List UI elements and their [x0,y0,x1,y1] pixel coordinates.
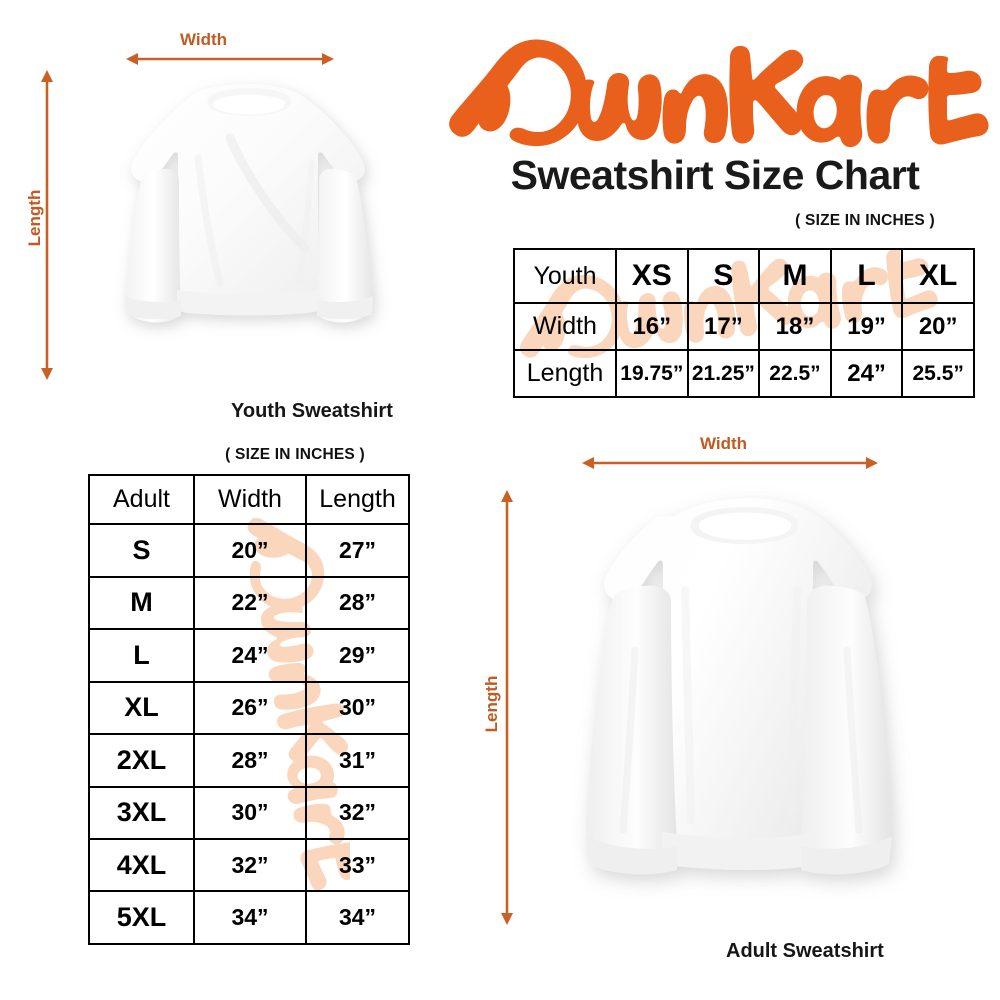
adult-width-cell: 20” [193,523,307,578]
adult-size-cell: 2XL [88,733,195,788]
adult-size-cell: M [88,575,195,631]
youth-sweatshirt-caption: Youth Sweatshirt [231,400,393,422]
adult-sweatshirt-caption: Adult Sweatshirt [726,940,884,962]
adult-length-cell: 30” [305,680,410,736]
adult-length-cell: 32” [305,785,410,841]
youth-units-note: ( SIZE IN INCHES ) [795,212,935,229]
youth-length-cell: 21.25” [686,349,761,398]
youth-size-cell: XL [901,247,975,305]
adult-width-cell: 34” [193,890,307,945]
table-row: 3XL 30” 32” [88,785,410,841]
page-title: Sweatshirt Size Chart [510,152,920,198]
table-row: Adult Width Length [88,473,410,526]
youth-width-arrow-icon [126,52,334,66]
adult-length-cell: 31” [305,733,410,788]
adult-column-header: Width [193,473,307,526]
adult-width-cell: 26” [193,680,307,736]
adult-length-cell: 27” [305,523,410,578]
adult-width-cell: 24” [193,628,307,683]
table-row: Width 16” 17” 18” 19” 20” [513,302,975,352]
adult-size-cell: XL [88,680,195,736]
youth-size-cell: M [758,247,832,305]
youth-width-cell: 17” [686,302,761,352]
youth-length-cell: 22.5” [758,349,832,398]
youth-size-cell: L [829,247,904,305]
youth-length-cell: 19.75” [615,349,689,398]
adult-size-cell: 4XL [88,837,195,893]
adult-length-arrow-icon [500,490,514,925]
adult-width-cell: 22” [193,575,307,631]
youth-width-cell: 18” [758,302,832,352]
adult-width-cell: 32” [193,837,307,893]
adult-width-cell: 28” [193,733,307,788]
youth-width-label: Width [180,30,228,49]
table-row: Length 19.75” 21.25” 22.5” 24” 25.5” [513,349,975,398]
youth-row-header: Length [513,349,617,398]
youth-width-cell: 16” [615,302,689,352]
table-row: S 20” 27” [88,523,410,578]
adult-length-label: Length [482,675,501,733]
adult-length-cell: 33” [305,837,410,893]
adult-size-cell: L [88,628,195,683]
dunkare-logo [440,28,990,158]
adult-size-cell: 3XL [88,785,195,841]
table-row: M 22” 28” [88,575,410,631]
adult-width-arrow-icon [582,456,878,470]
table-row: Youth XS S M L XL [513,247,975,305]
table-row: XL 26” 30” [88,680,410,736]
youth-sweatshirt-image [80,68,420,388]
adult-column-header: Length [305,473,410,526]
adult-width-label: Width [700,434,748,453]
youth-length-label: Length [25,189,44,247]
youth-size-table: Youth XS S M L XL Width 16” 17” 18” 19” … [513,247,975,398]
youth-length-cell: 24” [829,349,904,398]
table-row: 2XL 28” 31” [88,733,410,788]
adult-size-table: Adult Width Length S 20” 27” M 22” 28” L… [88,473,410,945]
adult-length-cell: 34” [305,890,410,945]
table-row: 5XL 34” 34” [88,890,410,945]
adult-sweatshirt-image [535,480,955,930]
adult-length-cell: 28” [305,575,410,631]
youth-row-header: Youth [513,247,617,305]
table-row: L 24” 29” [88,628,410,683]
youth-length-arrow-icon [40,70,54,380]
youth-row-header: Width [513,302,617,352]
table-row: 4XL 32” 33” [88,837,410,893]
youth-length-cell: 25.5” [901,349,975,398]
adult-column-header: Adult [88,473,195,526]
adult-size-cell: 5XL [88,890,195,945]
youth-width-cell: 20” [901,302,975,352]
adult-size-cell: S [88,523,195,578]
youth-size-cell: XS [615,247,689,305]
youth-width-cell: 19” [829,302,904,352]
adult-units-note: ( SIZE IN INCHES ) [225,446,365,463]
youth-size-cell: S [686,247,761,305]
adult-width-cell: 30” [193,785,307,841]
adult-length-cell: 29” [305,628,410,683]
